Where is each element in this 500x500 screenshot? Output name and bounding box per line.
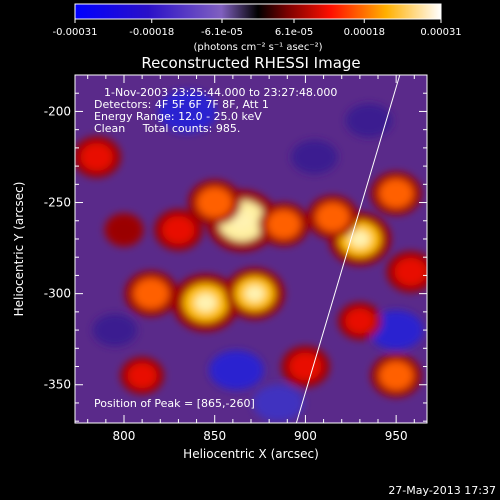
x-tick-label: 800 <box>113 429 136 443</box>
colorbar <box>74 3 442 20</box>
x-tick-label: 950 <box>385 429 408 443</box>
plot-title: Reconstructed RHESSI Image <box>141 54 360 72</box>
hot-spot <box>162 216 195 244</box>
hot-spot <box>315 202 350 232</box>
hot-spot <box>379 361 414 391</box>
colorbar-tick-label: -0.00018 <box>129 27 174 38</box>
solar-limb-line <box>295 75 401 423</box>
colorbar-tick-label: -6.1e-05 <box>201 27 243 38</box>
y-tick-label: -200 <box>44 104 71 118</box>
cold-spot <box>345 103 393 138</box>
colorbar-tick-label: 6.1e-05 <box>275 27 313 38</box>
y-tick-label: -300 <box>44 287 71 301</box>
peak-position-label: Position of Peak = [865,-260] <box>94 397 255 410</box>
info-energy: Energy Range: 12.0 - 25.0 keV <box>94 110 262 123</box>
cold-spot <box>368 310 424 350</box>
cold-spot <box>209 350 264 391</box>
y-axis-label: Heliocentric Y (arcsec) <box>12 182 26 317</box>
colorbar-tick-label: -0.00031 <box>53 27 98 38</box>
colorbar-tick-label: 0.00031 <box>420 27 461 38</box>
hot-spot-core <box>194 293 217 313</box>
hot-spot <box>80 143 113 171</box>
hot-spot <box>197 187 233 218</box>
cold-spot <box>158 90 217 133</box>
footer-timestamp: 27-May-2013 17:37 <box>388 484 496 497</box>
x-axis-ticks: 800 850 900 950 <box>87 75 415 443</box>
hot-spot-core <box>244 285 265 303</box>
y-axis-ticks: -200 -250 -300 -350 <box>44 74 427 422</box>
info-detectors: Detectors: 4F 5F 6F 7F 8F, Att 1 <box>94 98 269 111</box>
hot-spot <box>289 352 322 381</box>
x-tick-label: 850 <box>203 429 226 443</box>
hot-spot <box>394 257 427 286</box>
x-axis-label: Heliocentric X (arcsec) <box>183 447 319 461</box>
cold-spot <box>291 140 338 174</box>
colorbar-unit-label: (photons cm⁻² s⁻¹ asec⁻²) <box>193 42 322 53</box>
heatmap <box>75 90 427 422</box>
hot-spot <box>110 218 138 242</box>
info-time: 1-Nov-2003 23:25:44.000 to 23:27:48.000 <box>104 86 338 99</box>
x-tick-label: 900 <box>294 429 317 443</box>
cold-spot <box>252 384 304 422</box>
hot-spot <box>133 278 169 309</box>
y-tick-label: -350 <box>44 378 71 392</box>
colorbar-tick-label: 0.00018 <box>344 27 385 38</box>
hot-spot-core <box>349 230 371 248</box>
hot-spot <box>266 209 301 239</box>
colorbar-ticks: -0.00031 -0.00018 -6.1e-05 6.1e-05 0.00018 0.… <box>53 19 462 38</box>
cold-spot <box>92 313 138 347</box>
y-tick-label: -250 <box>44 196 71 210</box>
hot-spot <box>379 178 414 208</box>
hot-spot <box>345 308 375 334</box>
info-clean: Clean Total counts: 985. <box>94 122 241 135</box>
hot-spot <box>127 363 157 389</box>
